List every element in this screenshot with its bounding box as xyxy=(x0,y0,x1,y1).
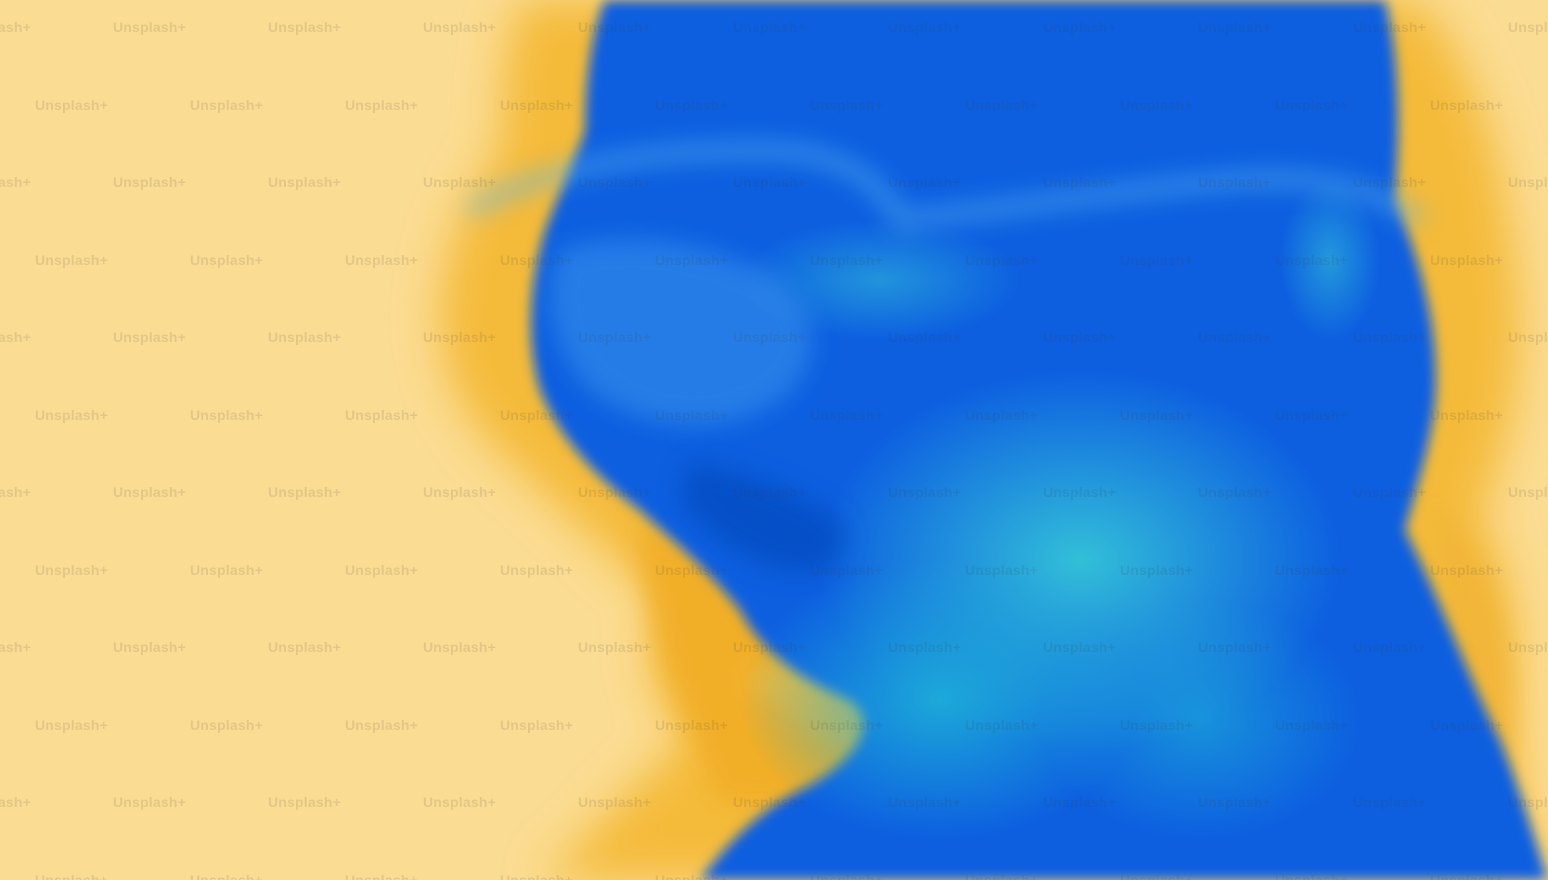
cyan-highlights xyxy=(740,180,1380,840)
mouth-shadow xyxy=(680,460,846,573)
glasses-shape xyxy=(466,141,1425,426)
